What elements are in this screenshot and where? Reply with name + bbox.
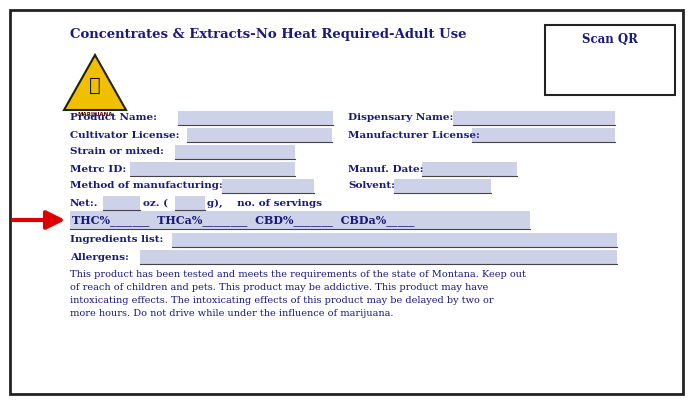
Bar	[175, 196, 205, 210]
Bar	[394, 179, 491, 193]
Bar	[175, 145, 295, 159]
Bar	[178, 111, 333, 125]
Bar	[222, 179, 314, 193]
Text: Method of manufacturing:: Method of manufacturing:	[70, 181, 222, 191]
Bar	[140, 250, 617, 264]
Text: This product has been tested and meets the requirements of the state of Montana.: This product has been tested and meets t…	[70, 270, 526, 318]
Bar	[172, 233, 617, 247]
Polygon shape	[64, 55, 126, 110]
Text: Manufacturer License:: Manufacturer License:	[348, 130, 480, 139]
Text: Manuf. Date:: Manuf. Date:	[348, 164, 423, 173]
Text: Allergens:: Allergens:	[70, 252, 129, 261]
Text: MARIJUANA: MARIJUANA	[77, 112, 113, 117]
Bar	[545, 25, 675, 95]
Bar	[70, 211, 530, 229]
Text: Dispensary Name:: Dispensary Name:	[348, 114, 453, 122]
Text: g),    no. of servings: g), no. of servings	[207, 198, 322, 208]
Text: Concentrates & Extracts-No Heat Required-Adult Use: Concentrates & Extracts-No Heat Required…	[70, 28, 466, 41]
Text: Net:.: Net:.	[70, 198, 98, 208]
Text: oz. (: oz. (	[143, 198, 168, 208]
Bar	[472, 128, 615, 142]
Bar	[130, 162, 295, 176]
Text: Metrc ID:: Metrc ID:	[70, 164, 126, 173]
Bar	[103, 196, 140, 210]
Text: THC%_______  THCa%________  CBD%_______  CBDa%_____: THC%_______ THCa%________ CBD%_______ CB…	[72, 215, 414, 225]
Bar	[187, 128, 332, 142]
Text: Scan QR: Scan QR	[582, 33, 638, 46]
Bar	[422, 162, 517, 176]
Text: Ingredients list:: Ingredients list:	[70, 236, 164, 244]
Text: Cultivator License:: Cultivator License:	[70, 130, 179, 139]
Text: Product Name:: Product Name:	[70, 114, 157, 122]
Text: 🌿: 🌿	[89, 76, 101, 95]
Text: Solvent:: Solvent:	[348, 181, 395, 191]
Text: Strain or mixed:: Strain or mixed:	[70, 147, 164, 156]
Bar	[453, 111, 615, 125]
